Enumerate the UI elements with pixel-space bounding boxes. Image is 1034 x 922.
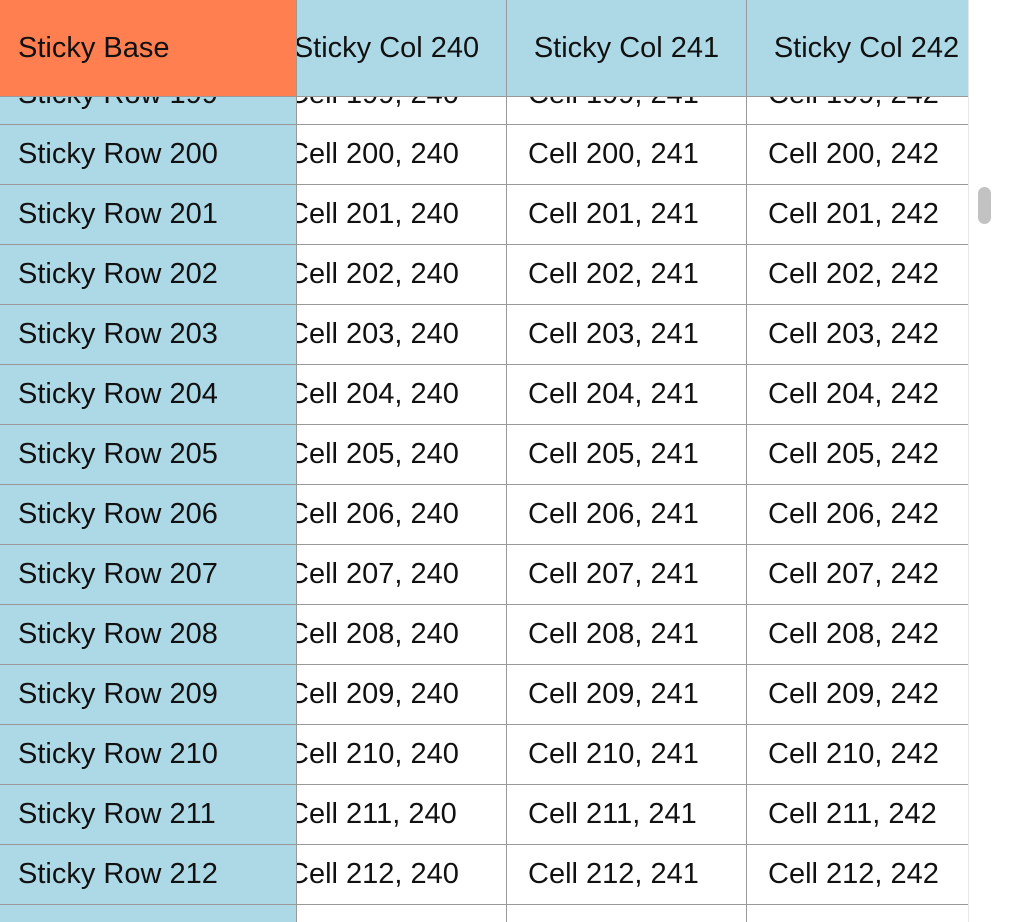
table-cell: Cell 209, 242 bbox=[747, 665, 968, 725]
row-header bbox=[0, 905, 297, 922]
scrollbar-track[interactable] bbox=[968, 0, 1003, 922]
table-cell: Cell 204, 242 bbox=[747, 365, 968, 425]
table-cell: Cell 208, 240 bbox=[267, 605, 507, 665]
table-cell: Cell 207, 242 bbox=[747, 545, 968, 605]
table-cell: Cell 211, 240 bbox=[267, 785, 507, 845]
column-header: Sticky Col 241 bbox=[507, 0, 747, 97]
table-cell: Cell 208, 241 bbox=[507, 605, 747, 665]
row-header: Sticky Row 201 bbox=[0, 185, 297, 245]
table-cell: Cell 212, 241 bbox=[507, 845, 747, 905]
table-cell bbox=[747, 905, 968, 922]
row-header: Sticky Row 204 bbox=[0, 365, 297, 425]
row-header: Sticky Row 212 bbox=[0, 845, 297, 905]
table-cell: Cell 206, 241 bbox=[507, 485, 747, 545]
row-header: Sticky Row 210 bbox=[0, 725, 297, 785]
table-cell: Cell 200, 241 bbox=[507, 125, 747, 185]
table-cell: Cell 203, 240 bbox=[267, 305, 507, 365]
table-cell: Cell 212, 242 bbox=[747, 845, 968, 905]
table-cell: Cell 204, 241 bbox=[507, 365, 747, 425]
scrollbar-thumb[interactable] bbox=[978, 187, 991, 224]
table-cell: Cell 206, 242 bbox=[747, 485, 968, 545]
table-cell: Cell 202, 242 bbox=[747, 245, 968, 305]
table-cell: Cell 209, 240 bbox=[267, 665, 507, 725]
table-cell: Cell 201, 242 bbox=[747, 185, 968, 245]
table-cell: Cell 212, 240 bbox=[267, 845, 507, 905]
row-header: Sticky Row 209 bbox=[0, 665, 297, 725]
corner-header: Sticky Base bbox=[0, 0, 297, 97]
table-cell: Cell 202, 241 bbox=[507, 245, 747, 305]
row-header: Sticky Row 202 bbox=[0, 245, 297, 305]
row-header: Sticky Row 200 bbox=[0, 125, 297, 185]
table-cell: Cell 210, 240 bbox=[267, 725, 507, 785]
table-cell bbox=[507, 905, 747, 922]
table-cell: Cell 208, 242 bbox=[747, 605, 968, 665]
table-cell: Cell 204, 240 bbox=[267, 365, 507, 425]
row-header: Sticky Row 208 bbox=[0, 605, 297, 665]
row-header: Sticky Row 211 bbox=[0, 785, 297, 845]
column-header: Sticky Col 240 bbox=[267, 0, 507, 97]
table-cell: Cell 201, 240 bbox=[267, 185, 507, 245]
table-cell: Cell 211, 242 bbox=[747, 785, 968, 845]
row-header: Sticky Row 207 bbox=[0, 545, 297, 605]
table-cell: Cell 202, 240 bbox=[267, 245, 507, 305]
table-cell: Cell 207, 241 bbox=[507, 545, 747, 605]
table-cell: Cell 206, 240 bbox=[267, 485, 507, 545]
row-header: Sticky Row 205 bbox=[0, 425, 297, 485]
row-header: Sticky Row 203 bbox=[0, 305, 297, 365]
table-cell: Cell 205, 240 bbox=[267, 425, 507, 485]
table-cell: Cell 203, 242 bbox=[747, 305, 968, 365]
table-cell: Cell 200, 242 bbox=[747, 125, 968, 185]
table-cell: Cell 209, 241 bbox=[507, 665, 747, 725]
table-cell: Cell 201, 241 bbox=[507, 185, 747, 245]
table-cell: Cell 207, 240 bbox=[267, 545, 507, 605]
row-header: Sticky Row 206 bbox=[0, 485, 297, 545]
column-header: Sticky Col 242 bbox=[747, 0, 968, 97]
table-cell: Cell 205, 242 bbox=[747, 425, 968, 485]
table-cell: Cell 203, 241 bbox=[507, 305, 747, 365]
table-cell: Cell 205, 241 bbox=[507, 425, 747, 485]
table-cell: Cell 211, 241 bbox=[507, 785, 747, 845]
table-cell: Cell 210, 242 bbox=[747, 725, 968, 785]
table-cell: Cell 200, 240 bbox=[267, 125, 507, 185]
table-cell: Cell 210, 241 bbox=[507, 725, 747, 785]
table-cell bbox=[267, 905, 507, 922]
